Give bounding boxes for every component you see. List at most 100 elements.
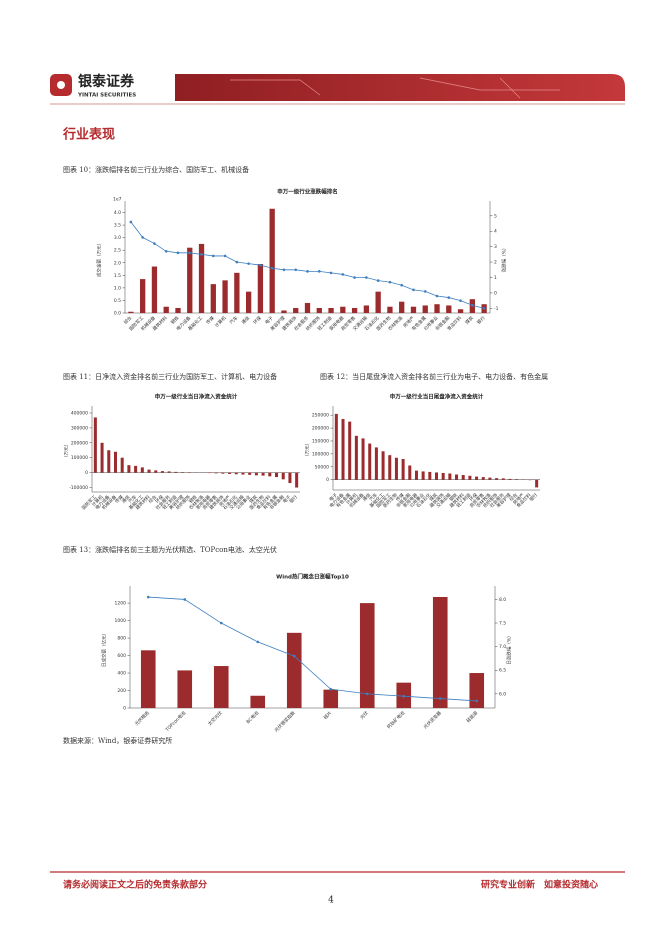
bar: [361, 438, 365, 480]
bar: [250, 695, 266, 708]
logo-en: YINTAI SECURITIES: [77, 93, 136, 99]
line-point: [146, 595, 150, 599]
x-tick-label: 通信: [361, 491, 373, 503]
bar: [469, 673, 485, 708]
bar: [535, 479, 539, 488]
line-point: [412, 288, 415, 292]
tick-label: 4.0: [114, 210, 121, 216]
bar: [323, 689, 339, 708]
bar: [340, 306, 346, 313]
bar: [448, 473, 452, 480]
bar: [198, 243, 205, 313]
bar: [140, 650, 156, 708]
bar: [214, 472, 218, 474]
x-tick-label: 煤炭: [248, 493, 260, 505]
caption: 图表 13：涨跌幅排名前三主题为光伏精选、TOPcon电池、太空光伏: [63, 545, 277, 554]
bar: [167, 471, 171, 473]
tick-label: 1: [494, 275, 497, 281]
line-point: [256, 640, 260, 644]
line-point: [188, 251, 192, 255]
x-tick-label: 计算机: [213, 314, 228, 329]
line-point: [270, 266, 274, 270]
bar: [160, 471, 164, 473]
bar: [508, 478, 512, 480]
x-tick-label: 光伏精选: [133, 709, 151, 727]
line-point: [438, 697, 442, 700]
bar: [421, 471, 425, 480]
tick-label: 3: [494, 244, 497, 250]
bar: [107, 450, 111, 473]
x-tick-label: 光伏逆变器: [422, 709, 443, 730]
tick-label: 50000: [315, 464, 329, 470]
caption: 图表 10：涨跌幅排名前三行业为综合、国防军工、机械设备: [63, 165, 249, 174]
tick-label: 3.5: [114, 223, 121, 229]
x-tick-label: 环保: [252, 314, 264, 326]
tick-label: 2: [494, 260, 497, 266]
bar: [234, 272, 240, 313]
bar: [286, 632, 302, 708]
tick-label: 1000: [115, 618, 127, 624]
bar: [281, 310, 287, 313]
bar: [488, 477, 492, 480]
x-tick-label: 汽车: [228, 314, 240, 326]
tick-label: 8.0: [499, 597, 506, 603]
bar: [261, 472, 265, 476]
bar: [120, 457, 124, 473]
bar: [501, 478, 505, 480]
bar: [154, 470, 158, 473]
bar: [441, 472, 445, 480]
line-point: [400, 283, 403, 287]
tick-label: 1.0: [114, 285, 121, 291]
tick-label: 100000: [312, 451, 329, 457]
line-point: [219, 621, 223, 625]
axis-label: 日成交额（亿元）: [101, 631, 108, 667]
bar: [187, 247, 193, 313]
line-point: [482, 307, 486, 310]
bar: [434, 304, 440, 313]
bar: [375, 291, 381, 313]
tick-label: 400: [117, 671, 126, 677]
line-point: [212, 254, 215, 258]
line-point: [129, 220, 133, 224]
x-tick-label: 综合: [122, 314, 134, 326]
bar: [100, 442, 104, 473]
x-tick-label: 传媒: [204, 314, 216, 326]
bar: [269, 208, 275, 313]
x-tick-label: 银行: [475, 314, 487, 326]
x-tick-label: 钙钛矿电池: [385, 709, 406, 730]
line-point: [235, 260, 239, 264]
x-tick-label: 钢铁: [169, 314, 181, 326]
tick-label: 200: [117, 688, 126, 694]
bar: [461, 475, 465, 480]
x-tick-label: 电子: [281, 493, 293, 505]
tick-label: 0.5: [114, 298, 121, 304]
tick-label: 2.0: [114, 260, 121, 266]
bar: [245, 291, 252, 313]
tick-label: 300000: [71, 425, 88, 431]
x-tick-label: 综合: [147, 493, 159, 505]
bar: [422, 305, 428, 313]
tick-label: 600: [117, 653, 126, 659]
tick-label: 250000: [312, 413, 329, 419]
x-tick-label: 电子: [263, 314, 275, 326]
x-tick-label: 硅片: [322, 709, 334, 721]
x-tick-label: 光伏银浆指数: [273, 709, 297, 733]
axis-label: （万元）: [305, 441, 311, 459]
bar: [93, 417, 97, 473]
line-point: [176, 251, 180, 255]
bar: [254, 472, 258, 476]
bar: [348, 421, 352, 480]
bar: [213, 666, 229, 708]
bar: [163, 306, 169, 313]
bar: [410, 306, 417, 313]
tick-label: 5: [494, 213, 497, 219]
line-point: [223, 254, 227, 258]
line-point: [329, 687, 333, 691]
tick-label: 0: [123, 706, 126, 712]
x-tick-label: 环保: [468, 491, 480, 503]
tick-label: 150000: [312, 438, 329, 444]
logo-dot: [57, 81, 65, 89]
line: [148, 596, 477, 702]
x-tick-label: 传媒: [394, 491, 406, 503]
